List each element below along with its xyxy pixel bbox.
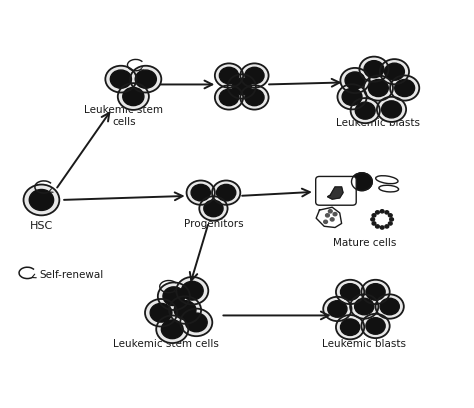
Circle shape [390,75,419,101]
Circle shape [375,211,379,214]
Circle shape [366,284,385,300]
Circle shape [380,226,384,229]
Circle shape [328,210,332,213]
Circle shape [180,308,212,336]
Circle shape [375,225,379,228]
Text: Mature cells: Mature cells [333,238,396,248]
Ellipse shape [379,185,399,192]
Circle shape [365,205,399,234]
Text: Self-renewal: Self-renewal [39,270,103,280]
Circle shape [158,282,190,310]
Circle shape [219,89,238,106]
Circle shape [174,301,196,319]
Text: Progenitors: Progenitors [183,220,243,229]
Circle shape [372,214,376,217]
Text: Leukemic blasts: Leukemic blasts [322,339,406,349]
Circle shape [135,70,156,88]
Circle shape [351,98,380,123]
Circle shape [340,319,360,335]
Circle shape [377,97,406,122]
Circle shape [240,85,269,110]
Circle shape [380,210,384,213]
Circle shape [361,280,390,304]
Circle shape [163,287,185,306]
Circle shape [340,68,370,93]
Circle shape [185,313,207,332]
Circle shape [371,218,374,221]
Circle shape [145,299,177,326]
Circle shape [182,282,203,300]
Circle shape [364,61,384,78]
Circle shape [176,277,208,304]
Circle shape [355,298,374,315]
Circle shape [212,180,240,205]
Circle shape [169,296,201,324]
Circle shape [395,80,415,97]
Circle shape [336,280,364,304]
Circle shape [385,225,389,228]
Circle shape [328,301,347,317]
Circle shape [228,74,256,99]
Text: Leukemic stem
cells: Leukemic stem cells [84,105,164,127]
Circle shape [323,297,352,321]
Circle shape [330,218,334,221]
Circle shape [217,184,236,201]
Circle shape [337,84,367,109]
Circle shape [187,180,215,205]
Text: HSC: HSC [30,221,53,231]
Ellipse shape [376,176,398,184]
FancyBboxPatch shape [316,176,356,205]
Circle shape [390,218,393,221]
Circle shape [118,83,149,110]
Circle shape [342,88,362,105]
Circle shape [215,63,243,88]
Circle shape [352,173,372,191]
Circle shape [350,294,378,319]
Circle shape [24,184,59,215]
Polygon shape [316,207,342,228]
Circle shape [375,294,404,319]
Circle shape [384,63,404,80]
Circle shape [191,184,210,201]
Circle shape [150,304,172,322]
Circle shape [345,72,365,89]
Circle shape [215,85,243,110]
Circle shape [245,89,264,106]
Circle shape [364,75,393,101]
Circle shape [366,318,385,334]
Circle shape [388,222,392,225]
Circle shape [380,298,399,315]
Circle shape [382,101,401,118]
Text: Leukemic blasts: Leukemic blasts [337,118,420,128]
Circle shape [199,196,228,221]
Circle shape [326,214,329,217]
Circle shape [340,284,360,300]
Polygon shape [328,187,343,199]
Circle shape [372,222,376,225]
Circle shape [110,70,131,88]
Circle shape [356,102,375,119]
Circle shape [333,213,337,216]
Circle shape [123,87,144,106]
Circle shape [368,80,388,97]
Circle shape [161,320,183,339]
Circle shape [29,189,54,211]
Circle shape [204,200,223,217]
Circle shape [156,315,188,343]
Circle shape [385,211,389,214]
Circle shape [130,66,161,93]
Circle shape [324,220,328,224]
Circle shape [359,57,389,82]
Circle shape [240,63,269,88]
Circle shape [232,78,251,95]
Circle shape [105,66,137,93]
Circle shape [219,67,238,84]
Circle shape [388,214,392,217]
Circle shape [336,315,364,339]
Circle shape [245,67,264,84]
Circle shape [361,314,390,338]
Text: Leukemic stem cells: Leukemic stem cells [113,339,219,349]
Circle shape [380,59,409,84]
